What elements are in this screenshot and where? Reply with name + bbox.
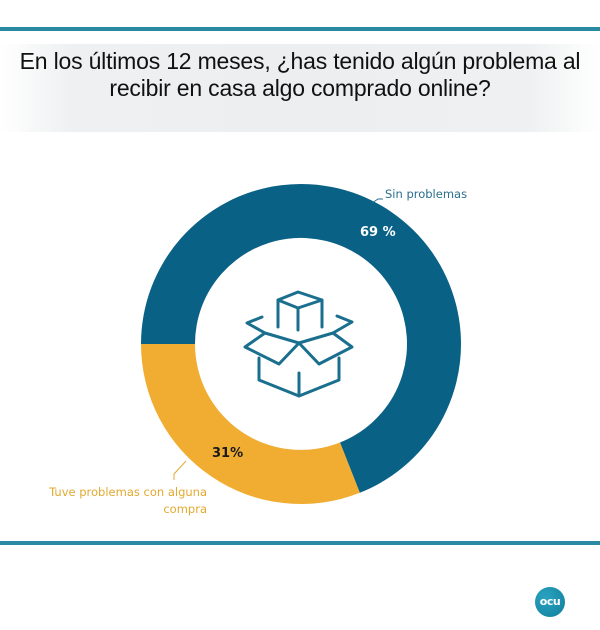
chart-title: En los últimos 12 meses, ¿has tenido alg… bbox=[19, 48, 581, 101]
slice-tuve-problemas bbox=[141, 344, 360, 504]
label-sin-problemas: Sin problemas bbox=[385, 187, 468, 201]
slice-sin-problemas bbox=[141, 183, 462, 493]
leader-line-sin bbox=[371, 198, 383, 204]
leader-line-tuve bbox=[173, 460, 187, 480]
pct-sin-problemas: 69 % bbox=[360, 225, 396, 240]
top-divider bbox=[0, 27, 600, 31]
bottom-divider bbox=[0, 541, 600, 545]
open-box-icon bbox=[243, 290, 354, 398]
label-tuve-problemas: Tuve problemas con alguna compra bbox=[49, 485, 207, 516]
ocu-logo: ocu bbox=[535, 587, 565, 617]
title-band bbox=[0, 44, 600, 132]
pct-tuve-problemas: 31% bbox=[212, 446, 244, 461]
